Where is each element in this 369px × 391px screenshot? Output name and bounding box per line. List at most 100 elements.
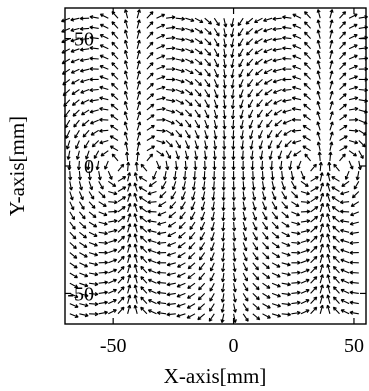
vector-arrow [136,131,142,141]
vector-arrow [136,29,141,39]
vector-arrow [123,70,129,80]
vector-arrow [198,262,206,271]
vector-arrow [281,201,289,210]
vector-arrow [86,160,91,171]
vector-arrow [198,252,206,261]
vector-arrow [213,119,218,130]
vector-arrow [89,35,99,40]
vector-arrow [136,111,142,121]
vector-arrow [262,272,271,279]
vector-arrow [326,284,331,294]
vector-arrow [245,17,254,25]
vector-arrow [80,88,90,94]
vector-arrow [109,145,119,152]
vector-arrow [204,89,211,98]
vector-arrow [303,103,311,111]
vector-arrow [175,140,181,149]
vector-arrow [88,231,98,237]
vector-arrow [108,218,118,224]
vector-arrow [232,262,237,273]
vector-arrow [124,151,130,161]
vector-arrow [252,221,258,231]
vector-arrow [333,163,340,172]
vector-arrow [262,262,270,270]
vector-arrow [79,68,90,73]
vector-arrow [292,54,302,60]
vector-arrow [246,48,254,56]
vector-arrow [316,111,321,121]
vector-arrow [69,201,75,211]
vector-arrow [80,78,90,84]
vector-arrow [271,272,281,278]
vector-arrow [62,78,71,86]
vector-arrow [265,109,273,117]
vector-arrow [89,109,99,114]
vector-arrow [316,131,321,141]
vector-arrow [166,282,176,287]
vector-arrow [167,221,177,228]
vector-arrow [222,89,227,99]
vector-arrow [146,103,155,111]
vector-arrow [238,79,244,89]
vector-arrow [291,211,301,217]
vector-arrow [99,117,109,122]
vector-arrow [166,77,176,82]
vector-arrow [184,150,189,160]
vector-arrow [87,171,92,181]
vector-arrow [260,171,265,181]
vector-arrow [281,191,287,200]
vector-arrow [293,150,302,157]
vector-arrow [171,181,177,191]
vector-arrow [88,201,96,209]
vector-arrow [255,78,263,87]
vector-arrow [339,62,347,70]
vector-arrow [271,242,280,249]
vector-arrow [156,310,167,316]
vector-arrow [100,150,109,157]
vector-arrow [107,180,117,188]
vector-arrow [79,272,89,278]
vector-arrow [237,17,244,27]
vector-arrow [291,310,301,315]
vector-arrow [146,11,154,19]
vector-arrow [326,304,331,314]
vector-arrow [188,231,196,240]
vector-arrow [185,27,195,33]
vector-arrow [303,11,312,19]
vector-arrow [183,160,189,171]
vector-arrow [291,128,302,134]
x-tick-label: 0 [229,335,239,357]
vector-arrow [156,300,167,305]
vector-arrow [292,85,302,91]
vector-arrow [339,103,347,111]
vector-arrow [104,160,109,170]
vector-arrow [185,99,193,107]
vector-arrow [136,19,141,29]
vector-arrow [191,181,196,191]
vector-arrow [230,28,235,38]
vector-arrow [316,121,321,131]
vector-arrow [241,191,247,201]
vector-arrow [326,213,331,223]
vector-arrow [117,186,127,192]
vector-arrow [147,228,157,233]
vector-arrow [166,252,176,257]
vector-arrow [316,141,321,151]
vector-arrow [69,242,77,250]
vector-arrow [210,211,215,221]
vector-arrow [310,255,318,264]
vector-arrow [300,309,310,315]
vector-arrow [109,135,119,141]
vector-arrow [110,93,119,101]
vector-arrow [117,176,127,182]
vector-arrow [98,231,108,236]
vector-arrow [267,140,273,150]
vector-arrow [79,47,90,52]
vector-arrow [202,171,207,181]
vector-arrow [175,47,185,52]
vector-arrow [254,58,263,65]
vector-arrow [329,70,334,80]
vector-arrow [349,231,359,236]
vector-arrow [310,265,318,274]
vector-arrow [123,100,129,111]
